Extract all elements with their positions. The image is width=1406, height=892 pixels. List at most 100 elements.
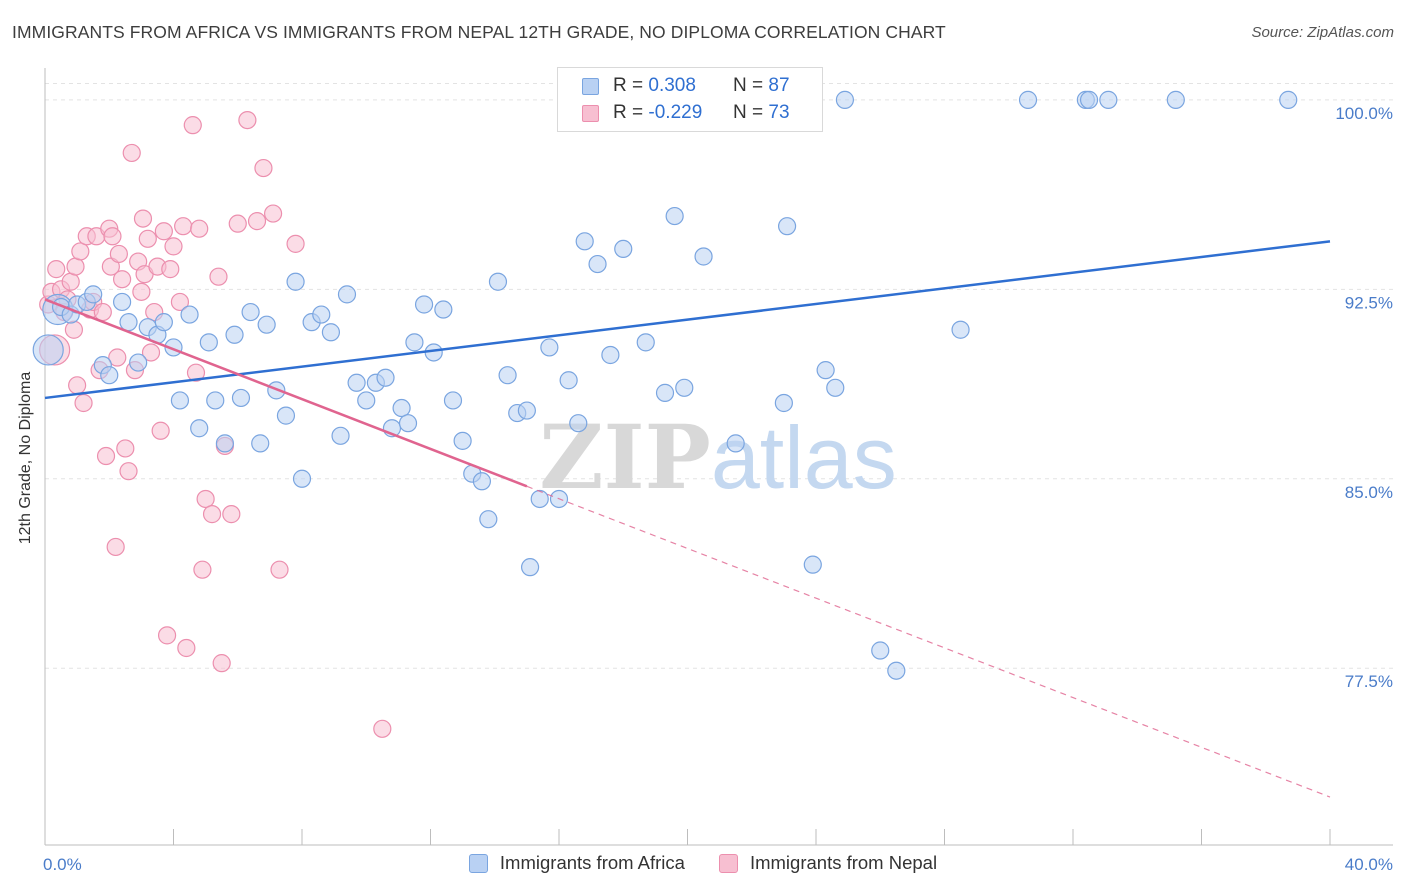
africa-point <box>84 285 103 304</box>
nepal-point <box>373 719 392 738</box>
nepal-point <box>270 560 289 579</box>
africa-point <box>1018 90 1038 109</box>
africa-point <box>498 366 517 385</box>
africa-r-label: R = <box>613 75 644 96</box>
africa-point <box>665 206 684 226</box>
africa-point <box>434 300 453 319</box>
africa-point <box>479 510 498 529</box>
africa-point <box>636 333 655 352</box>
nepal-point <box>161 260 180 279</box>
nepal-point <box>141 343 161 362</box>
africa-point <box>170 391 190 410</box>
nepal-point <box>247 212 267 231</box>
africa-point <box>112 292 132 312</box>
nepal-legend-swatch <box>718 853 738 873</box>
nepal-point <box>108 348 127 367</box>
africa-point <box>774 393 793 413</box>
nepal-point <box>74 393 93 413</box>
africa-point <box>517 401 536 420</box>
nepal-legend-label: Immigrants from Nepal <box>749 852 938 873</box>
africa-point <box>816 361 835 380</box>
nepal-point <box>222 505 241 524</box>
nepal-point <box>47 260 66 279</box>
africa-point <box>1079 90 1099 109</box>
source-label: Source: ZipAtlas.com <box>1251 24 1394 41</box>
nepal-point <box>164 237 183 256</box>
africa-point <box>405 333 424 352</box>
nepal-point <box>61 272 80 291</box>
africa-point <box>540 338 559 357</box>
nepal-point <box>177 638 196 658</box>
africa-point <box>215 434 234 453</box>
series-legend: Immigrants from Africa Immigrants from N… <box>0 852 1406 874</box>
africa-point <box>414 295 434 314</box>
africa-trend-line <box>44 240 1331 400</box>
x-tick-label: 0.0% <box>43 855 82 874</box>
africa-legend-swatch <box>468 853 488 873</box>
africa-point <box>199 333 218 352</box>
nepal-point <box>138 229 157 248</box>
africa-point <box>347 373 366 392</box>
africa-point <box>777 217 797 236</box>
nepal-point <box>209 267 228 286</box>
africa-point <box>569 414 588 433</box>
africa-point <box>154 313 173 332</box>
nepal-point <box>122 143 141 163</box>
nepal-point <box>103 227 122 246</box>
y-axis-title: 12th Grade, No Diploma <box>17 372 34 545</box>
africa-point <box>887 661 906 680</box>
africa-point <box>530 489 549 509</box>
africa-point <box>835 90 855 109</box>
africa-point <box>357 391 376 410</box>
stats-legend: R = 0.308 N = 87 R = -0.229 N = 73 <box>557 67 823 132</box>
africa-point <box>398 414 418 433</box>
nepal-n-value: 73 <box>768 102 790 123</box>
nepal-point <box>186 363 206 382</box>
legend-item-africa: Immigrants from Africa <box>468 852 685 874</box>
nepal-point <box>183 116 202 135</box>
nepal-point <box>263 204 283 223</box>
africa-point <box>257 315 276 334</box>
nepal-swatch <box>582 104 599 122</box>
africa-point <box>601 345 620 365</box>
africa-point <box>292 469 312 488</box>
africa-point <box>472 472 491 491</box>
nepal-point <box>212 654 231 673</box>
nepal-point <box>68 376 87 395</box>
nepal-trend-line <box>44 298 528 488</box>
africa-point <box>1279 90 1298 109</box>
africa-point <box>312 305 331 324</box>
africa-point <box>231 388 251 408</box>
africa-point <box>337 285 357 304</box>
grid-lines <box>45 82 1393 669</box>
nepal-point <box>132 282 151 301</box>
nepal-point <box>64 320 84 339</box>
nepal-point <box>71 242 90 261</box>
africa-point <box>951 320 970 339</box>
africa-point <box>392 398 411 418</box>
trend-lines <box>44 240 1331 798</box>
nepal-point <box>254 158 273 178</box>
africa-point <box>276 406 296 425</box>
africa-point <box>575 232 594 251</box>
nepal-point <box>196 489 215 509</box>
y-tick-label: 92.5% <box>1345 293 1393 312</box>
africa-r-value: 0.308 <box>648 75 696 96</box>
africa-point <box>871 641 890 660</box>
nepal-point <box>238 110 257 130</box>
africa-point <box>1099 90 1118 109</box>
africa-point <box>180 305 199 324</box>
axes: 77.5% 85.0% 92.5% 100.0% 0.0% 40.0% <box>43 68 1393 874</box>
nepal-trend-extension <box>526 485 1331 798</box>
africa-point <box>331 426 350 445</box>
africa-point <box>453 431 472 450</box>
africa-point <box>100 366 119 385</box>
nepal-point <box>193 560 212 579</box>
nepal-point <box>174 217 193 236</box>
africa-point <box>32 334 64 366</box>
africa-n-value: 87 <box>768 75 790 96</box>
africa-point <box>129 353 148 372</box>
africa-point <box>726 434 745 453</box>
africa-point <box>675 378 694 397</box>
